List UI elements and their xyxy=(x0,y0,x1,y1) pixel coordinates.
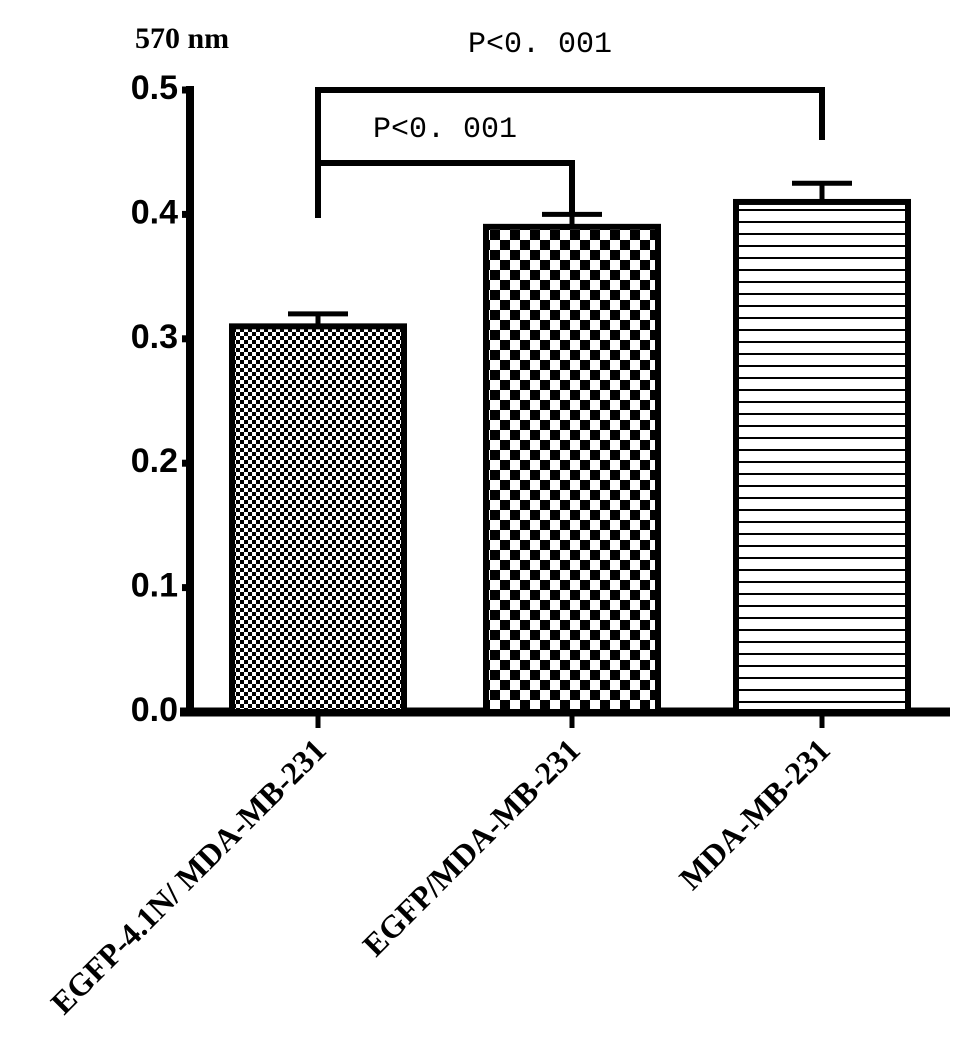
y-tick-label: 0.2 xyxy=(131,442,178,480)
x-tick-label: EGFP-4.1N/ MDA-MB-231 xyxy=(44,731,333,1020)
bar xyxy=(483,223,661,715)
y-axis-label: 570 nm xyxy=(135,22,229,55)
y-tick-label: 0.1 xyxy=(131,567,178,605)
annotation: P<0. 001 xyxy=(373,113,517,147)
bracket xyxy=(315,87,825,218)
bracket xyxy=(315,160,575,218)
x-tick-label: EGFP/MDA-MB-231 xyxy=(355,731,587,963)
annotation: P<0. 001 xyxy=(468,28,612,62)
y-tick-label: 0.0 xyxy=(131,691,178,729)
y-tick-label: 0.5 xyxy=(131,69,178,107)
x-tick-label: MDA-MB-231 xyxy=(672,731,837,896)
bar xyxy=(229,323,407,715)
bar xyxy=(733,198,911,716)
y-tick-label: 0.3 xyxy=(131,318,178,356)
y-tick-label: 0.4 xyxy=(131,193,178,231)
